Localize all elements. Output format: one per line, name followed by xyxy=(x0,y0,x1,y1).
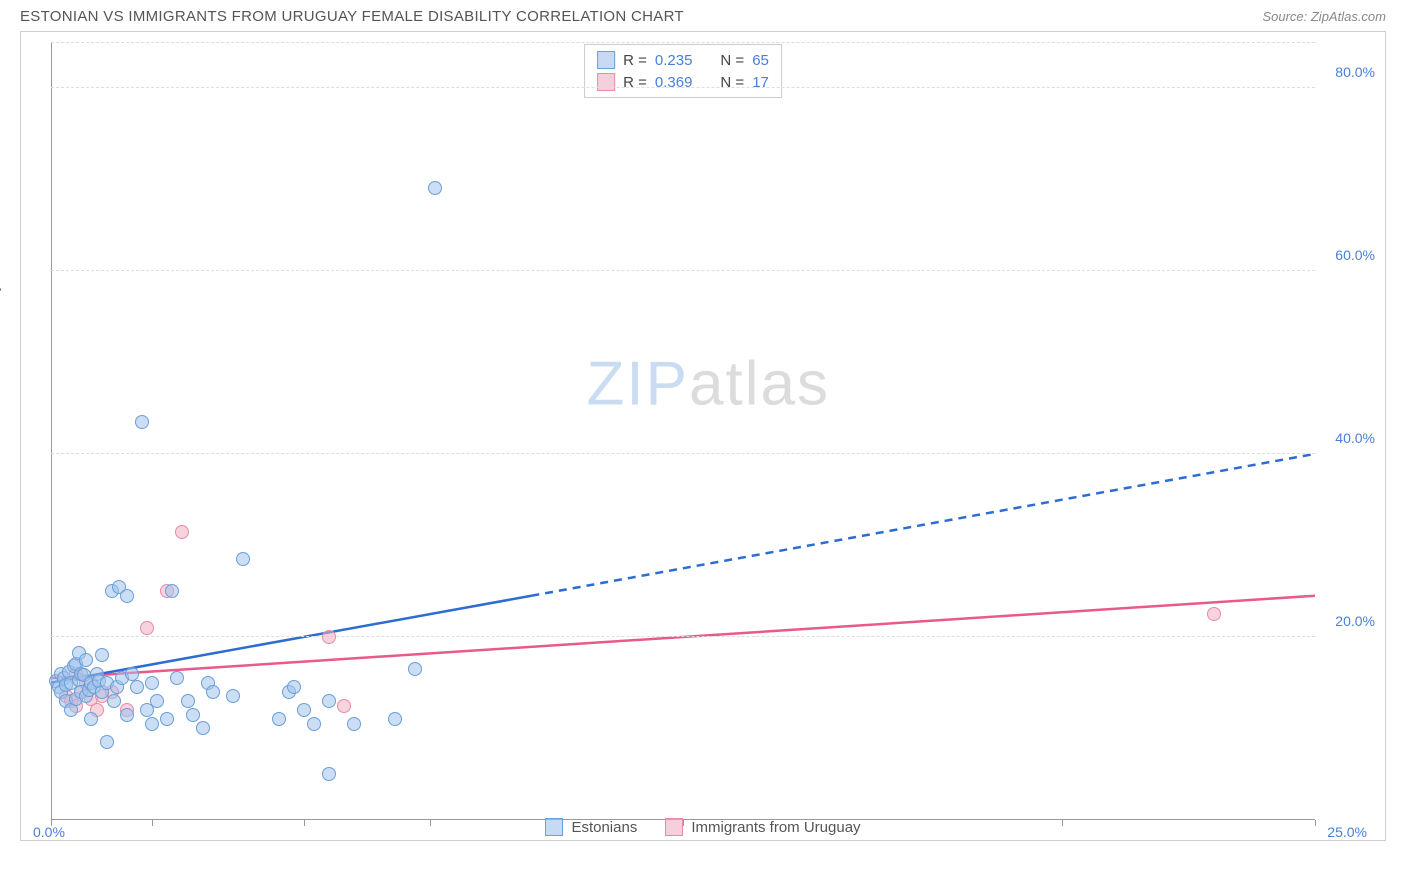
data-point xyxy=(1207,607,1221,621)
data-point xyxy=(150,694,164,708)
data-point xyxy=(206,685,220,699)
data-point xyxy=(120,708,134,722)
legend-label-uruguay: Immigrants from Uruguay xyxy=(691,819,860,836)
y-axis-label: Female Disability xyxy=(0,284,1,391)
n-value-uruguay: 17 xyxy=(752,74,769,91)
gridline xyxy=(51,453,1315,454)
y-tick-label: 20.0% xyxy=(1335,613,1375,629)
series-legend: Estonians Immigrants from Uruguay xyxy=(21,818,1385,836)
data-point xyxy=(79,653,93,667)
r-label: R = xyxy=(623,74,647,91)
source-name: ZipAtlas.com xyxy=(1311,9,1386,24)
chart-title: ESTONIAN VS IMMIGRANTS FROM URUGUAY FEMA… xyxy=(20,8,684,25)
data-point xyxy=(307,717,321,731)
gridline xyxy=(51,636,1315,637)
plot-area: ZIPatlas R = 0.235 N = 65 R = 0.369 N = … xyxy=(51,42,1315,820)
legend-item-uruguay: Immigrants from Uruguay xyxy=(665,818,860,836)
data-point xyxy=(165,584,179,598)
chart-container: Female Disability ZIPatlas R = 0.235 N =… xyxy=(20,31,1386,841)
data-point xyxy=(347,717,361,731)
watermark-atlas: atlas xyxy=(689,350,830,419)
legend-item-estonians: Estonians xyxy=(545,818,637,836)
gridline xyxy=(51,87,1315,88)
data-point xyxy=(322,630,336,644)
source-prefix: Source: xyxy=(1262,9,1310,24)
y-tick-label: 40.0% xyxy=(1335,430,1375,446)
correlation-row-estonians: R = 0.235 N = 65 xyxy=(597,49,769,71)
r-value-uruguay: 0.369 xyxy=(655,74,693,91)
correlation-legend: R = 0.235 N = 65 R = 0.369 N = 17 xyxy=(584,44,782,98)
swatch-pink-icon xyxy=(665,818,683,836)
data-point xyxy=(272,712,286,726)
data-point xyxy=(175,525,189,539)
data-point xyxy=(297,703,311,717)
data-point xyxy=(196,721,210,735)
correlation-row-uruguay: R = 0.369 N = 17 xyxy=(597,71,769,93)
data-point xyxy=(322,694,336,708)
y-tick-label: 60.0% xyxy=(1335,247,1375,263)
data-point xyxy=(140,621,154,635)
y-axis-line xyxy=(51,42,52,820)
r-label: R = xyxy=(623,52,647,69)
gridline xyxy=(51,42,1315,43)
swatch-blue-icon xyxy=(545,818,563,836)
data-point xyxy=(135,415,149,429)
data-point xyxy=(95,648,109,662)
data-point xyxy=(170,671,184,685)
data-point xyxy=(160,712,174,726)
swatch-pink-icon xyxy=(597,73,615,91)
data-point xyxy=(125,667,139,681)
data-point xyxy=(408,662,422,676)
data-point xyxy=(107,694,121,708)
data-point xyxy=(145,717,159,731)
data-point xyxy=(337,699,351,713)
data-point xyxy=(84,712,98,726)
data-point xyxy=(226,689,240,703)
chart-header: ESTONIAN VS IMMIGRANTS FROM URUGUAY FEMA… xyxy=(0,0,1406,31)
data-point xyxy=(236,552,250,566)
n-value-estonians: 65 xyxy=(752,52,769,69)
legend-label-estonians: Estonians xyxy=(571,819,637,836)
n-label: N = xyxy=(720,52,744,69)
n-label: N = xyxy=(720,74,744,91)
data-point xyxy=(287,680,301,694)
data-point xyxy=(186,708,200,722)
y-tick-label: 80.0% xyxy=(1335,64,1375,80)
source-attribution: Source: ZipAtlas.com xyxy=(1262,9,1386,24)
data-point xyxy=(428,181,442,195)
data-point xyxy=(130,680,144,694)
watermark-zip: ZIP xyxy=(587,350,689,419)
trend-lines xyxy=(51,42,1315,820)
gridline xyxy=(51,270,1315,271)
r-value-estonians: 0.235 xyxy=(655,52,693,69)
data-point xyxy=(322,767,336,781)
data-point xyxy=(181,694,195,708)
data-point xyxy=(120,589,134,603)
watermark: ZIPatlas xyxy=(587,349,830,420)
data-point xyxy=(100,735,114,749)
data-point xyxy=(388,712,402,726)
swatch-blue-icon xyxy=(597,51,615,69)
data-point xyxy=(145,676,159,690)
